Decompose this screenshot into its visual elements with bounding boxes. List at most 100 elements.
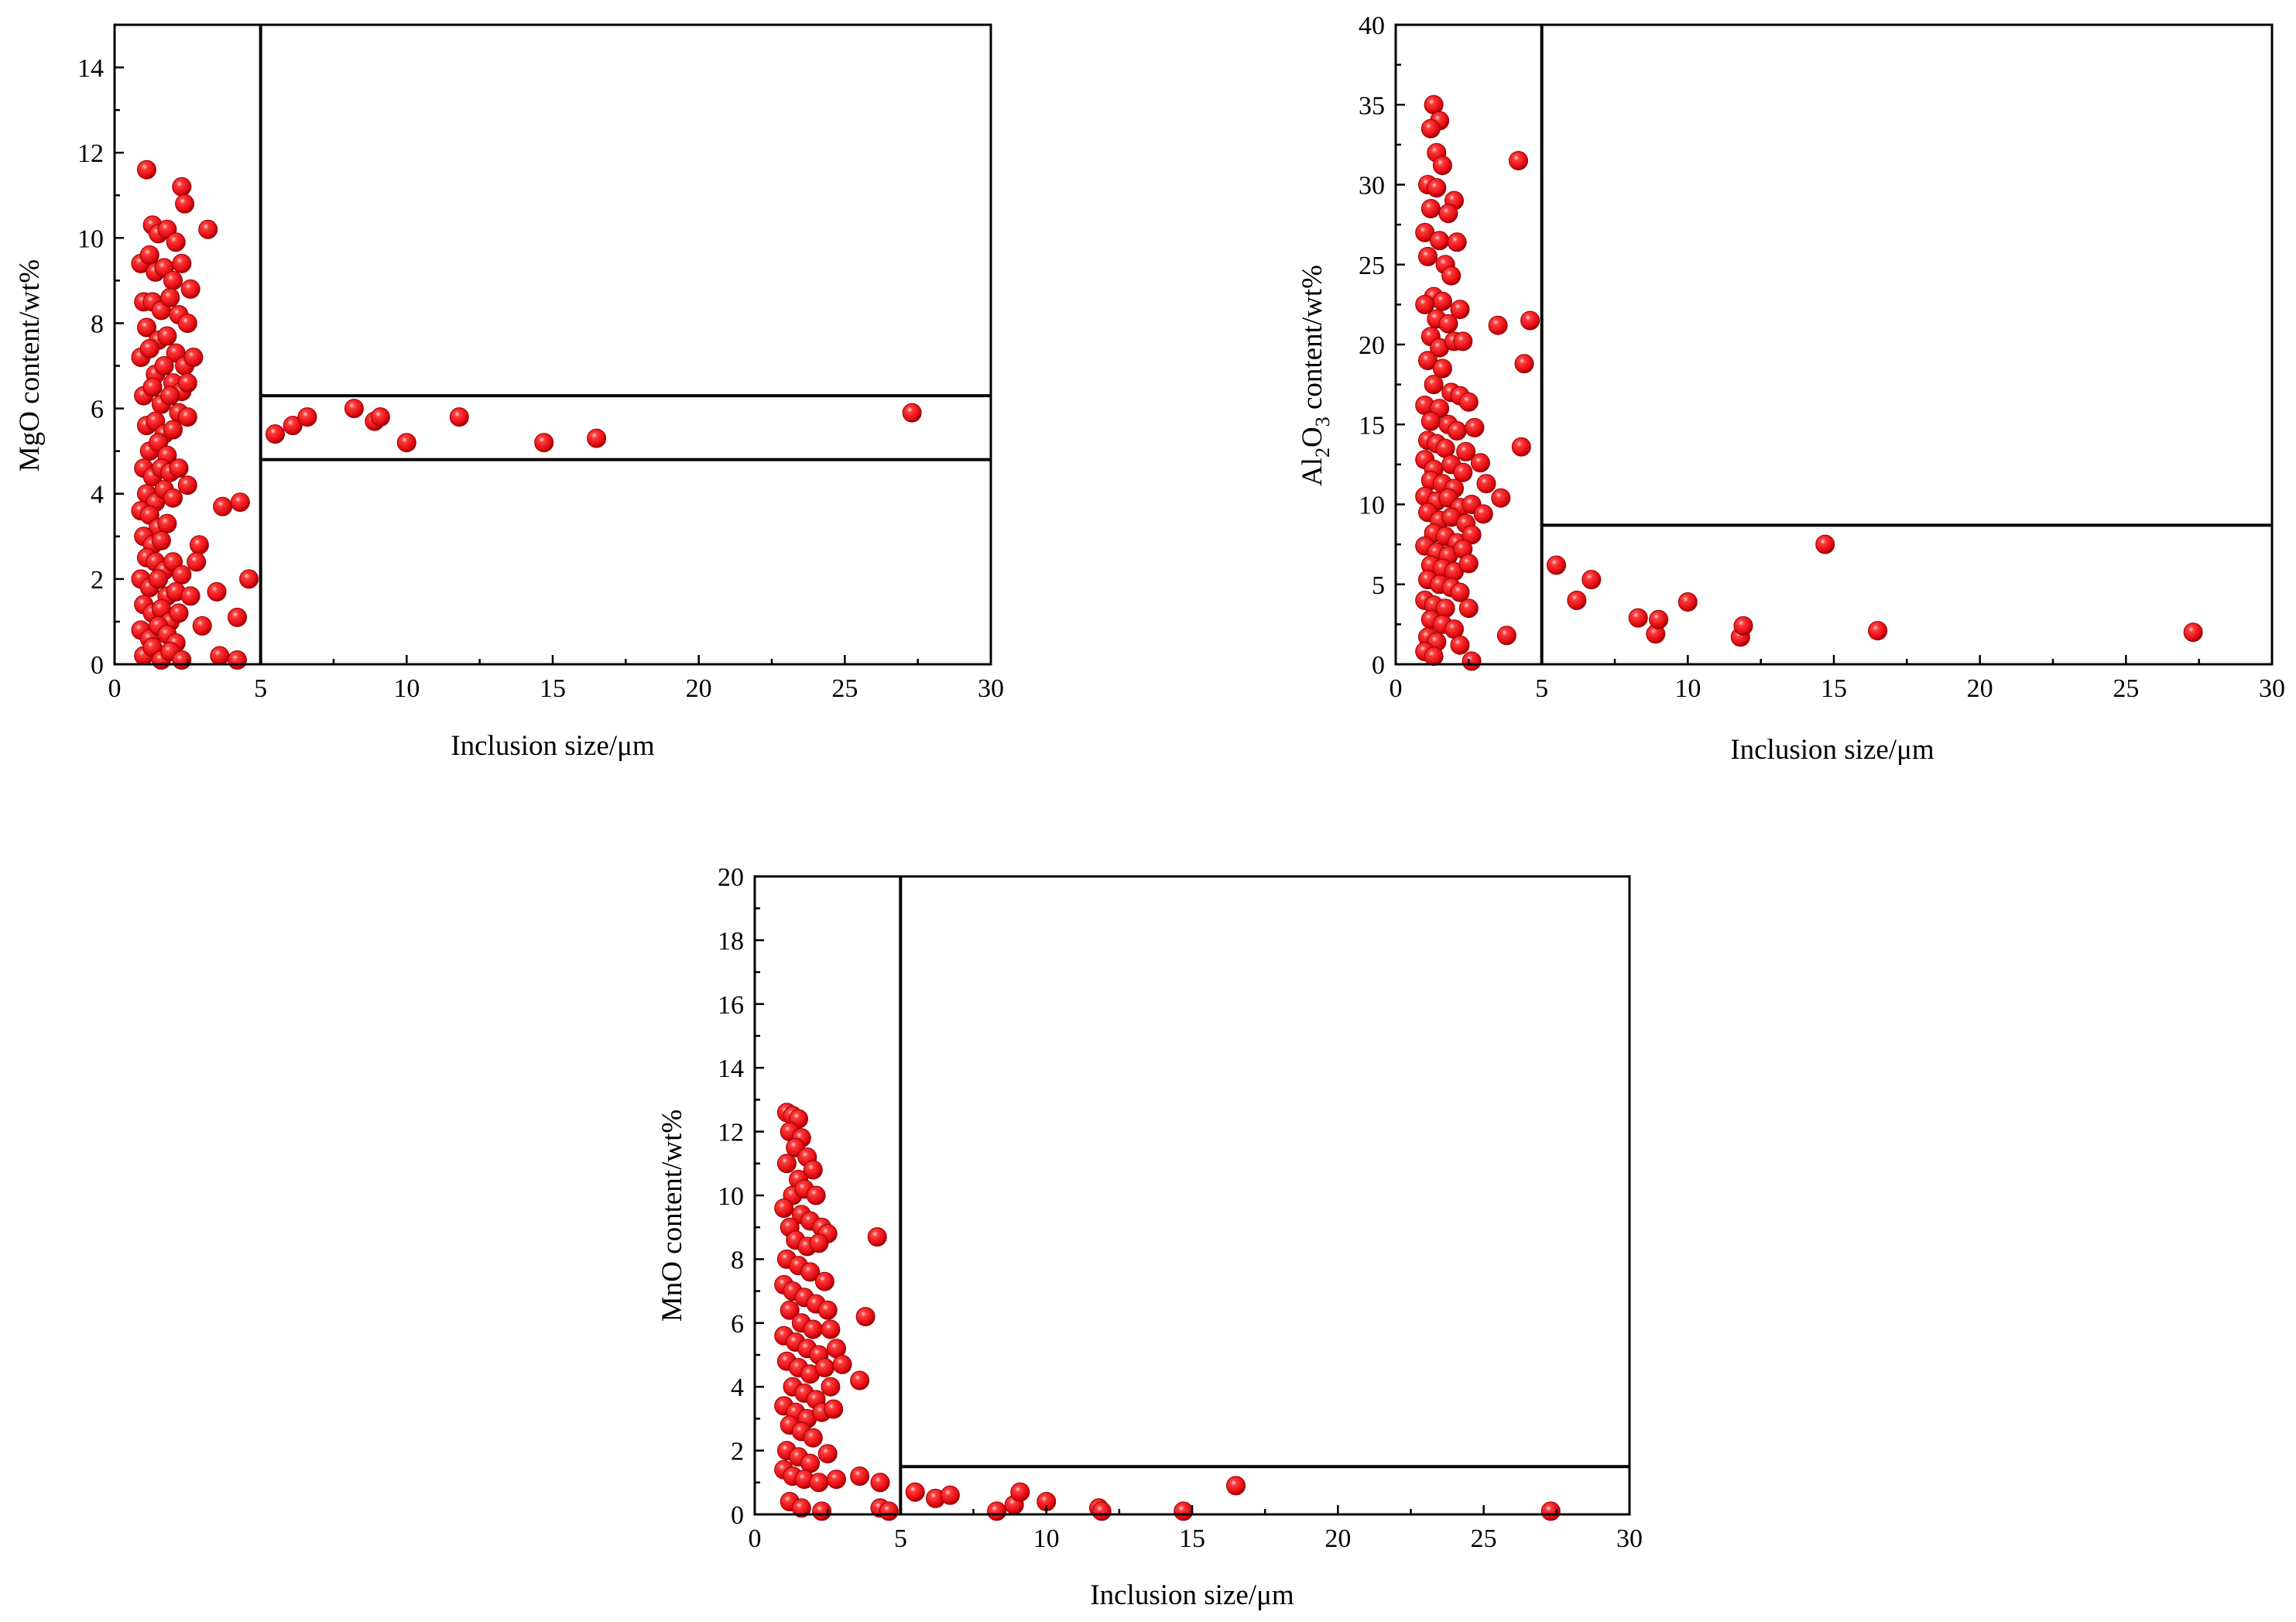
al2o3-x-tick-label: 5 <box>1535 674 1548 703</box>
mno-point-34 <box>821 1319 841 1339</box>
mgo-point-106 <box>396 433 416 453</box>
al2o3-y-tick-label: 20 <box>1359 331 1385 360</box>
al2o3-point-103 <box>1677 592 1698 612</box>
mgo-point-98 <box>210 646 230 666</box>
mno-point-76 <box>905 1482 925 1502</box>
mgo-point-70 <box>187 552 207 572</box>
mgo-point-100 <box>266 424 285 444</box>
mgo-point-23 <box>157 326 177 346</box>
mgo-x-tick-label: 20 <box>686 674 712 703</box>
mgo-point-99 <box>228 650 247 670</box>
mno-point-33 <box>803 1319 823 1339</box>
mno-axes: 0 5 10 15 20 25 30 0 2 4 6 8 10 12 14 16 18 20 <box>718 863 1643 1553</box>
al2o3-point-94 <box>1491 488 1511 508</box>
mgo-point-60 <box>157 513 177 533</box>
mno-point-87 <box>1540 1501 1561 1521</box>
mgo-point-109 <box>587 428 607 448</box>
al2o3-scatter-panel: 0 5 10 15 20 25 30 0 5 10 15 20 25 30 35 40 Inclusion s… <box>1297 12 2285 766</box>
al2o3-point-19 <box>1415 294 1435 314</box>
al2o3-y-axis-title: Al2O3 content/wt% <box>1297 265 1334 486</box>
mgo-point-103 <box>344 399 364 419</box>
mgo-point-95 <box>207 581 227 602</box>
al2o3-point-64 <box>1462 525 1482 545</box>
mgo-point-81 <box>169 603 189 623</box>
mgo-point-97 <box>228 607 247 627</box>
mgo-plot-frame <box>113 23 992 666</box>
mno-point-85 <box>1174 1501 1194 1521</box>
mgo-point-5 <box>172 177 192 197</box>
mno-x-tick-label: 10 <box>1033 1524 1060 1553</box>
al2o3-point-18 <box>1450 300 1470 320</box>
mgo-point-6 <box>175 194 195 214</box>
mno-y-tick-label: 14 <box>718 1054 744 1083</box>
al2o3-point-9 <box>1438 204 1458 224</box>
mgo-point-94 <box>230 492 250 513</box>
al2o3-point-102 <box>1649 609 1669 629</box>
mgo-point-64 <box>189 535 209 555</box>
al2o3-y-tick-label: 5 <box>1372 571 1385 600</box>
mgo-point-93 <box>213 496 233 516</box>
mno-point-67 <box>791 1498 811 1518</box>
al2o3-point-60 <box>1473 504 1493 524</box>
al2o3-point-46 <box>1470 453 1490 473</box>
mno-point-73 <box>870 1473 890 1493</box>
al2o3-point-33 <box>1458 392 1479 412</box>
mgo-y-tick-label: 8 <box>91 310 104 338</box>
al2o3-point-13 <box>1418 246 1438 266</box>
mno-y-tick-label: 10 <box>718 1182 744 1211</box>
al2o3-point-72 <box>1458 554 1479 574</box>
al2o3-y-tick-label: 10 <box>1359 492 1385 520</box>
mno-y-tick-label: 8 <box>731 1246 744 1274</box>
mno-point-21 <box>809 1233 829 1253</box>
mno-point-69 <box>867 1227 887 1247</box>
mgo-y-tick-label: 14 <box>77 54 104 83</box>
al2o3-point-93 <box>1514 354 1534 374</box>
mgo-y-tick-label: 12 <box>77 139 104 168</box>
mno-point-68 <box>812 1501 832 1521</box>
al2o3-point-108 <box>2183 622 2203 643</box>
mgo-point-102 <box>297 407 317 427</box>
mgo-y-tick-label: 4 <box>91 481 104 509</box>
al2o3-point-12 <box>1447 232 1467 252</box>
al2o3-point-17 <box>1432 291 1452 311</box>
mgo-x-tick-label: 15 <box>540 674 566 703</box>
mgo-x-tick-label: 0 <box>108 674 122 703</box>
mgo-point-108 <box>534 433 554 453</box>
al2o3-x-tick-label: 30 <box>2259 674 2285 703</box>
mno-y-axis-title: MnO content/wt% <box>656 1109 688 1322</box>
al2o3-ylabel-sub3: 3 <box>1311 417 1334 427</box>
mgo-scatter-panel: 0 5 10 15 20 25 30 0 2 4 6 8 10 12 14 Inclusion size/μ… <box>14 23 1004 762</box>
al2o3-point-89 <box>1462 651 1482 671</box>
al2o3-ylabel-o: O <box>1297 427 1328 448</box>
mno-y-tick-label: 4 <box>731 1373 744 1402</box>
mno-point-71 <box>850 1370 870 1391</box>
mgo-y-axis-title: MgO content/wt% <box>14 259 46 472</box>
al2o3-point-15 <box>1441 266 1462 286</box>
mgo-point-14 <box>180 279 200 299</box>
mno-y-tick-label: 6 <box>731 1310 744 1339</box>
al2o3-point-88 <box>1424 646 1444 667</box>
mno-point-64 <box>809 1473 829 1493</box>
al2o3-point-98 <box>1567 590 1587 610</box>
mno-point-25 <box>814 1271 834 1291</box>
al2o3-point-36 <box>1447 421 1467 441</box>
mno-point-44 <box>832 1354 852 1374</box>
mno-point-86 <box>1226 1476 1246 1496</box>
mgo-point-30 <box>154 356 174 375</box>
al2o3-point-76 <box>1450 582 1470 602</box>
mno-point-75 <box>879 1501 899 1521</box>
mgo-y-tick-label: 2 <box>91 566 104 595</box>
mno-point-79 <box>987 1501 1007 1521</box>
mno-x-tick-label: 15 <box>1179 1524 1205 1553</box>
al2o3-point-28 <box>1424 375 1444 395</box>
mno-x-tick-label: 25 <box>1471 1524 1497 1553</box>
al2o3-point-11 <box>1430 231 1450 251</box>
mgo-point-107 <box>449 407 469 427</box>
mgo-data-points <box>131 159 922 670</box>
mgo-x-axis-title: Inclusion size/μm <box>451 730 655 762</box>
mno-x-tick-label: 30 <box>1616 1524 1643 1553</box>
mgo-x-tick-label: 10 <box>393 674 420 703</box>
mgo-point-4 <box>166 232 186 252</box>
al2o3-point-105 <box>1733 616 1753 636</box>
al2o3-point-95 <box>1511 437 1531 457</box>
